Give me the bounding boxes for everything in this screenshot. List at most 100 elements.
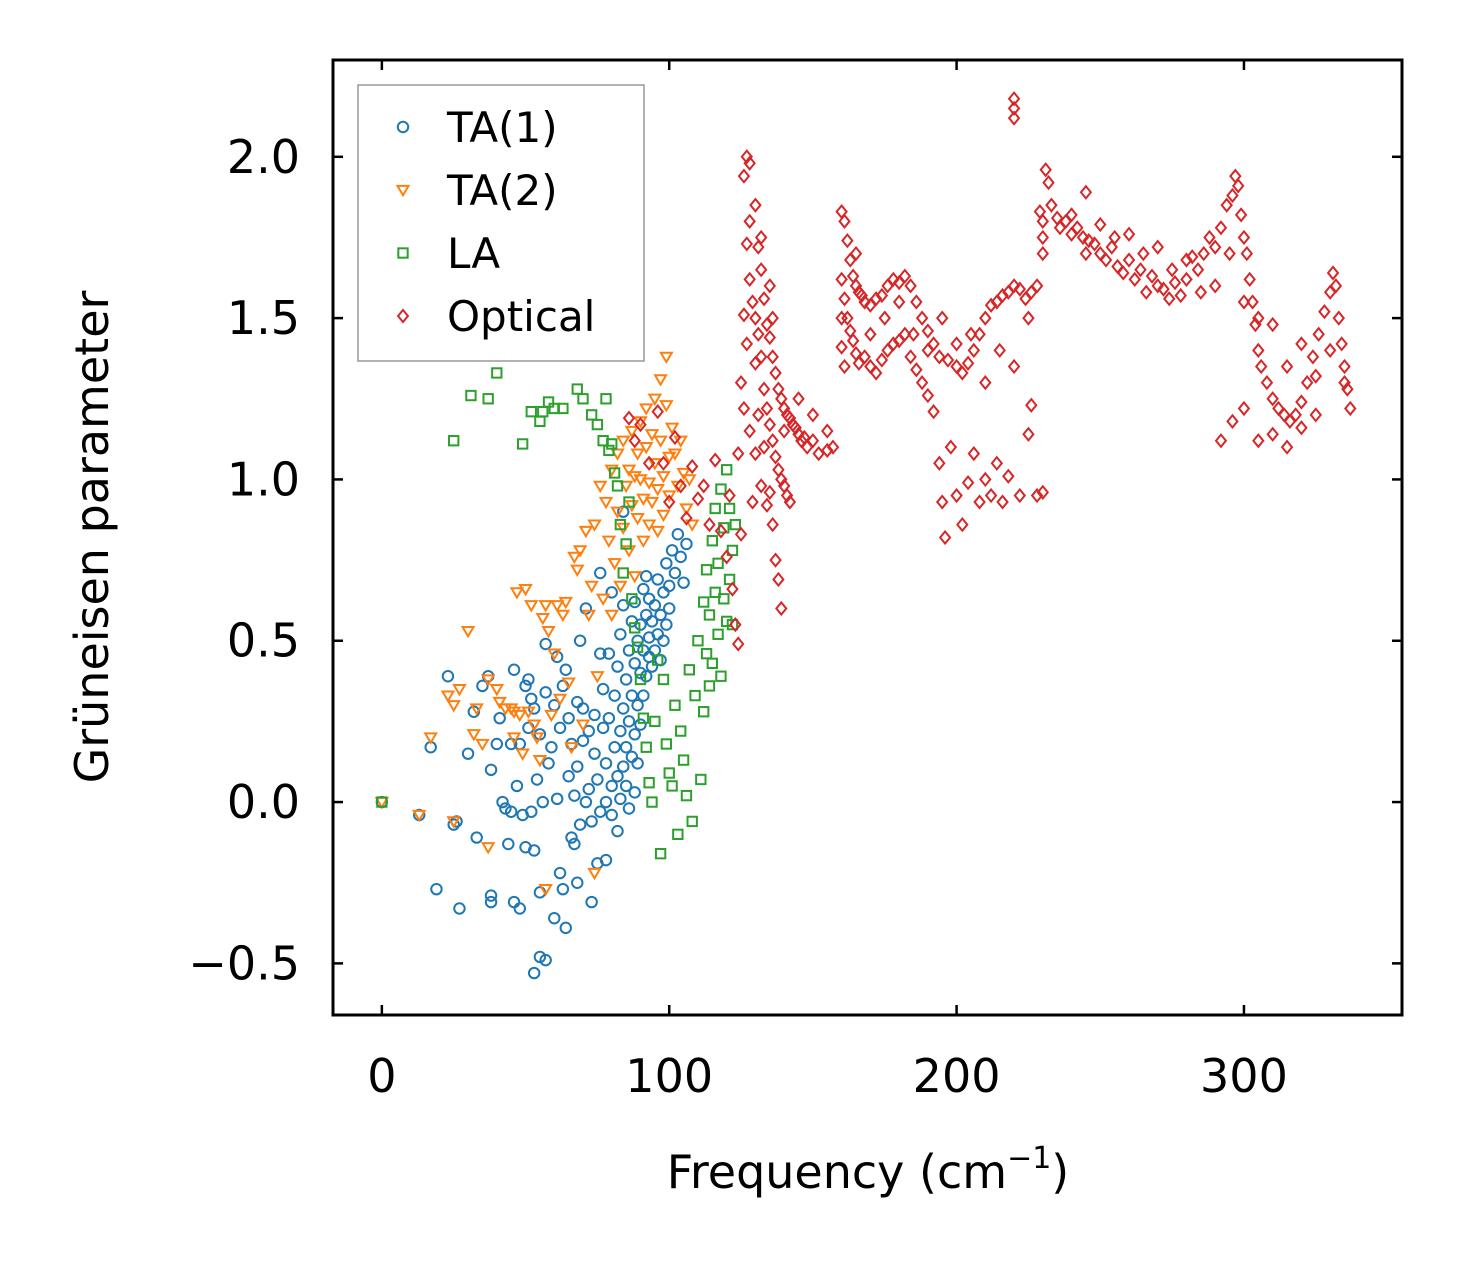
- x-tick-label: 0: [367, 1049, 396, 1103]
- data-point: [1099, 252, 1113, 268]
- data-point: [656, 509, 671, 523]
- data-point: [1076, 229, 1090, 246]
- data-point: [898, 326, 912, 342]
- data-point: [921, 342, 935, 359]
- data-point: [1180, 252, 1193, 268]
- data-point: [933, 455, 946, 471]
- data-point: [1013, 487, 1027, 504]
- data-point: [734, 526, 748, 542]
- data-point: [858, 349, 871, 365]
- data-point: [1323, 342, 1337, 359]
- data-point: [1306, 349, 1320, 365]
- data-point: [475, 738, 490, 752]
- y-tick-label: 2.0: [227, 130, 300, 184]
- data-point: [1088, 236, 1101, 252]
- data-point: [1025, 397, 1038, 413]
- data-point: [631, 757, 644, 770]
- data-point: [541, 625, 556, 639]
- data-point: [1140, 284, 1153, 300]
- data-point: [1295, 394, 1308, 410]
- data-point: [935, 494, 949, 510]
- data-point: [667, 448, 683, 461]
- data-point: [967, 342, 981, 359]
- x-tick-label: 100: [625, 1049, 713, 1103]
- data-point: [628, 595, 641, 609]
- data-point: [628, 786, 641, 799]
- legend-marker: [397, 247, 409, 259]
- data-point: [1174, 287, 1187, 304]
- data-point: [602, 711, 616, 725]
- data-point: [605, 586, 618, 599]
- data-point: [1165, 262, 1179, 278]
- data-point: [723, 573, 736, 586]
- data-point: [634, 673, 647, 686]
- legend-marker: [396, 308, 410, 324]
- data-point: [585, 815, 598, 828]
- data-point: [557, 402, 569, 415]
- data-point: [1335, 336, 1348, 352]
- data-point: [595, 593, 611, 606]
- data-point: [610, 506, 625, 519]
- data-point: [668, 566, 682, 580]
- data-point: [769, 365, 782, 381]
- data-point: [680, 510, 693, 526]
- data-point: [904, 278, 917, 294]
- data-point: [637, 689, 650, 702]
- data-point: [571, 383, 583, 395]
- data-point: [1312, 326, 1325, 342]
- data-point: [1220, 197, 1233, 213]
- data-point: [492, 696, 507, 710]
- data-point: [527, 844, 541, 857]
- data-point: [645, 615, 659, 628]
- data-point: [984, 487, 998, 504]
- data-point: [662, 602, 676, 615]
- data-point: [1045, 197, 1058, 213]
- data-point: [1013, 281, 1027, 297]
- data-point: [453, 902, 466, 915]
- marks-layer: [374, 91, 1357, 980]
- data-point: [708, 452, 722, 468]
- data-point: [587, 519, 602, 532]
- data-point: [585, 895, 598, 909]
- data-point: [631, 641, 644, 653]
- data-point: [537, 405, 549, 418]
- data-point: [674, 478, 687, 494]
- data-point: [956, 516, 969, 533]
- data-point: [507, 895, 521, 909]
- data-point: [526, 719, 542, 732]
- data-point: [746, 294, 759, 310]
- data-point: [608, 740, 621, 754]
- data-point: [484, 763, 498, 777]
- data-point: [941, 352, 955, 368]
- data-point: [878, 310, 891, 326]
- data-point: [624, 425, 640, 439]
- data-point: [618, 480, 634, 494]
- data-point: [649, 715, 661, 728]
- data-point: [510, 779, 524, 793]
- data-point: [1185, 249, 1199, 265]
- data-point: [979, 375, 992, 391]
- data-point: [538, 884, 553, 897]
- data-point: [933, 349, 946, 365]
- data-point: [614, 724, 627, 738]
- data-point: [1162, 291, 1176, 307]
- data-point: [689, 689, 701, 702]
- data-point: [446, 700, 461, 713]
- data-point: [654, 653, 667, 667]
- data-point: [1318, 304, 1331, 320]
- data-point: [731, 445, 745, 462]
- data-point: [1266, 391, 1279, 407]
- data-point: [1122, 226, 1136, 242]
- data-point: [638, 403, 654, 416]
- data-point: [1231, 178, 1245, 194]
- data-point: [979, 310, 992, 326]
- data-point: [703, 680, 716, 692]
- data-point: [662, 494, 676, 510]
- y-axis-label: Grüneisen parameter: [65, 290, 119, 783]
- data-point: [599, 795, 613, 809]
- series-ta-1: [375, 505, 693, 980]
- data-point: [661, 451, 677, 465]
- y-tick-label: 0.5: [227, 614, 300, 668]
- data-point: [1007, 100, 1021, 117]
